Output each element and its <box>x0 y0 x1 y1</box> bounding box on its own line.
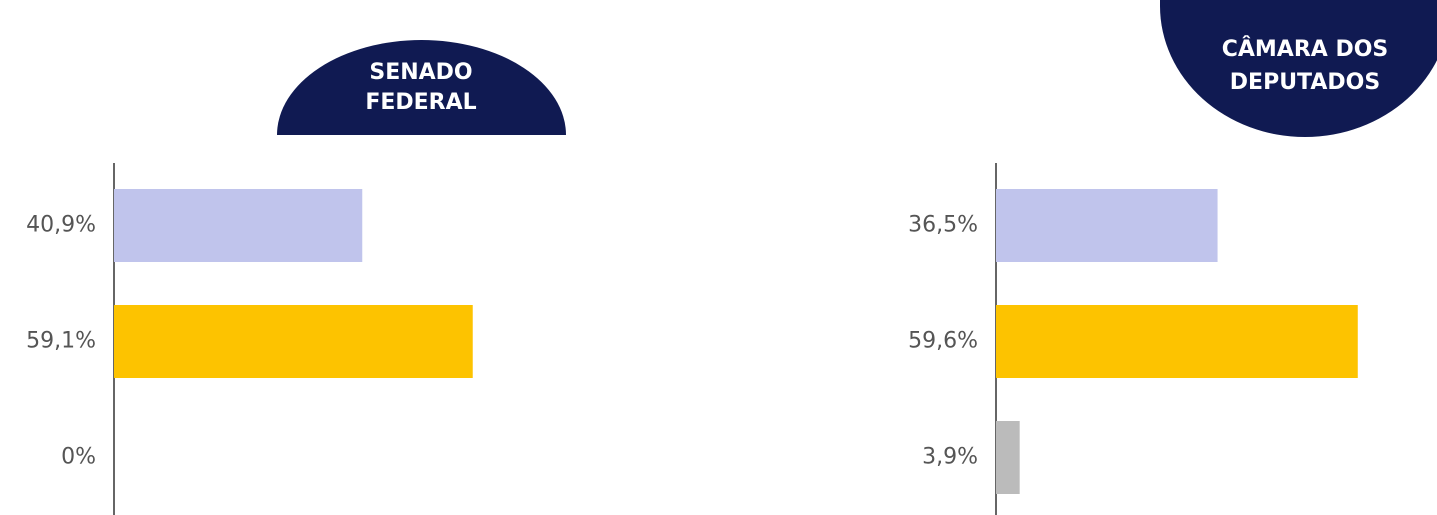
bar <box>114 305 473 378</box>
bar <box>996 189 1218 262</box>
value-label: 59,1% <box>26 329 96 354</box>
value-label: 36,5% <box>908 213 978 238</box>
chart-title: CÂMARA DOS <box>1222 36 1389 62</box>
chart-title: SENADO <box>369 60 472 85</box>
value-label: 3,9% <box>922 445 978 470</box>
title-badge <box>1160 0 1437 137</box>
value-label: 0% <box>61 445 96 470</box>
bar <box>996 421 1020 494</box>
value-label: 40,9% <box>26 213 96 238</box>
title-badge <box>277 40 566 135</box>
chart-title: FEDERAL <box>365 90 476 115</box>
bar <box>114 189 363 262</box>
chart-title: DEPUTADOS <box>1230 70 1380 95</box>
value-label: 59,6% <box>908 329 978 354</box>
bar <box>996 305 1358 378</box>
